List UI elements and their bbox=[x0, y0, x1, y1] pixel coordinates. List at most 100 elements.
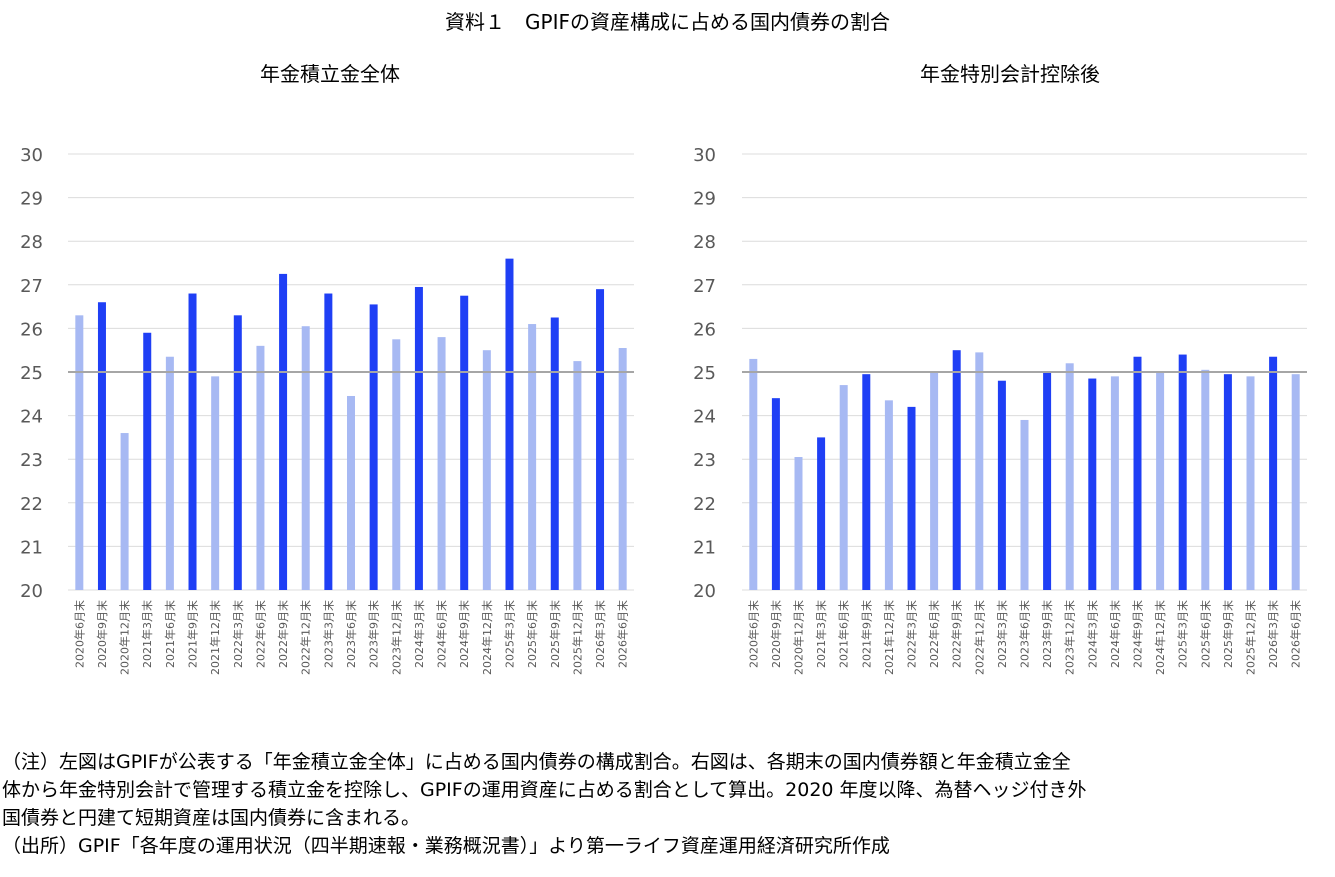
note-line: （注）左図はGPIFが公表する「年金積立金全体」に占める国内債券の構成割合。右図… bbox=[2, 751, 1071, 773]
bar bbox=[165, 356, 174, 590]
bar bbox=[930, 372, 939, 590]
bar bbox=[460, 295, 469, 590]
x-tick-label: 2020年9月末 bbox=[95, 600, 109, 668]
x-tick-label: 2024年3月末 bbox=[1085, 600, 1099, 668]
x-tick-label: 2021年9月末 bbox=[859, 600, 873, 668]
x-tick-label: 2022年3月末 bbox=[231, 600, 245, 668]
x-tick-label: 2024年12月末 bbox=[480, 600, 494, 675]
x-tick-label: 2023年9月末 bbox=[367, 600, 381, 668]
x-tick-label: 2023年12月末 bbox=[389, 600, 403, 675]
x-tick-label: 2020年9月末 bbox=[769, 600, 783, 668]
x-tick-label: 2022年6月末 bbox=[927, 600, 941, 668]
bar bbox=[97, 302, 106, 590]
bar bbox=[437, 337, 446, 590]
bar bbox=[1133, 356, 1142, 590]
x-tick-label: 2025年3月末 bbox=[502, 600, 516, 668]
bar bbox=[369, 304, 378, 590]
main-title: 資料１ GPIFの資産構成に占める国内債券の割合 bbox=[445, 10, 890, 34]
x-tick-label: 2024年3月末 bbox=[412, 600, 426, 668]
x-tick-label: 2020年12月末 bbox=[118, 600, 132, 675]
y-tick-label: 25 bbox=[693, 363, 716, 384]
bar bbox=[1178, 354, 1187, 590]
bar bbox=[1269, 356, 1278, 590]
x-tick-label: 2025年12月末 bbox=[1244, 600, 1258, 675]
y-tick-label: 21 bbox=[20, 537, 43, 558]
note-line: 国債券と円建て短期資産は国内債券に含まれる。 bbox=[2, 807, 421, 829]
x-tick-label: 2025年12月末 bbox=[570, 600, 584, 675]
bar bbox=[884, 400, 893, 590]
x-tick-label: 2022年6月末 bbox=[253, 600, 267, 668]
y-tick-label: 28 bbox=[20, 232, 43, 253]
x-tick-label: 2024年12月末 bbox=[1153, 600, 1167, 675]
bar bbox=[211, 376, 220, 590]
x-tick-label: 2021年9月末 bbox=[186, 600, 200, 668]
x-tick-label: 2024年9月末 bbox=[457, 600, 471, 668]
bar bbox=[997, 380, 1006, 590]
bar bbox=[1201, 369, 1210, 590]
x-tick-label: 2023年3月末 bbox=[995, 600, 1009, 668]
source-line: （出所）GPIF「各年度の運用状況（四半期速報・業務概況書）」より第一ライフ資産… bbox=[2, 835, 890, 857]
bar bbox=[301, 326, 310, 590]
bar bbox=[1020, 419, 1029, 590]
y-tick-label: 23 bbox=[693, 450, 716, 471]
x-tick-label: 2025年6月末 bbox=[1198, 600, 1212, 668]
x-tick-label: 2022年3月末 bbox=[905, 600, 919, 668]
y-tick-label: 29 bbox=[693, 189, 716, 210]
bar bbox=[573, 361, 582, 590]
x-tick-label: 2021年12月末 bbox=[882, 600, 896, 675]
note-line: 体から年金特別会計で管理する積立金を控除し、GPIFの運用資産に占める割合として… bbox=[2, 779, 1087, 801]
bar bbox=[1043, 372, 1052, 590]
x-tick-label: 2026年6月末 bbox=[1289, 600, 1303, 668]
bar bbox=[1223, 374, 1232, 590]
x-tick-label: 2020年6月末 bbox=[72, 600, 86, 668]
y-tick-label: 25 bbox=[20, 363, 43, 384]
y-tick-label: 21 bbox=[693, 537, 716, 558]
bar bbox=[862, 374, 871, 590]
x-tick-label: 2025年9月末 bbox=[1221, 600, 1235, 668]
x-tick-label: 2023年9月末 bbox=[1040, 600, 1054, 668]
y-tick-label: 26 bbox=[20, 319, 43, 340]
bar bbox=[749, 358, 758, 590]
y-tick-label: 23 bbox=[20, 450, 43, 471]
x-tick-label: 2023年6月末 bbox=[1018, 600, 1032, 668]
x-tick-label: 2023年12月末 bbox=[1063, 600, 1077, 675]
bar bbox=[528, 324, 537, 590]
bar bbox=[907, 406, 916, 590]
notes: （注）左図はGPIFが公表する「年金積立金全体」に占める国内債券の構成割合。右図… bbox=[2, 748, 1332, 860]
bar bbox=[952, 350, 961, 590]
bar bbox=[120, 433, 129, 590]
y-tick-label: 30 bbox=[693, 145, 716, 166]
y-tick-label: 29 bbox=[20, 189, 43, 210]
y-tick-label: 24 bbox=[20, 407, 43, 428]
x-tick-label: 2023年6月末 bbox=[344, 600, 358, 668]
x-tick-label: 2022年9月末 bbox=[950, 600, 964, 668]
bar-chart-left: 30 29 28 27 26 25 24 23 22 21 20 2020年6月末 2020年9月末 20… bbox=[20, 145, 634, 675]
x-tick-label: 2025年6月末 bbox=[525, 600, 539, 668]
bar bbox=[392, 339, 401, 590]
bar bbox=[1065, 363, 1074, 590]
bar bbox=[188, 293, 197, 590]
x-tick-label: 2021年3月末 bbox=[814, 600, 828, 668]
x-tick-label: 2024年6月末 bbox=[1108, 600, 1122, 668]
y-tick-label: 20 bbox=[693, 581, 716, 602]
bar bbox=[505, 258, 514, 590]
x-tick-label: 2021年12月末 bbox=[208, 600, 222, 675]
bar bbox=[279, 273, 288, 590]
x-tick-label: 2023年3月末 bbox=[321, 600, 335, 668]
bar bbox=[347, 395, 355, 590]
bar bbox=[817, 437, 826, 590]
x-tick-label: 2020年6月末 bbox=[746, 600, 760, 668]
y-tick-label: 27 bbox=[693, 276, 716, 297]
y-tick-label: 20 bbox=[20, 581, 43, 602]
x-tick-label: 2024年6月末 bbox=[435, 600, 449, 668]
y-tick-label: 22 bbox=[693, 494, 716, 515]
bar bbox=[596, 289, 605, 590]
x-tick-label: 2021年6月末 bbox=[837, 600, 851, 668]
y-tick-label: 27 bbox=[20, 276, 43, 297]
bar bbox=[975, 352, 984, 590]
x-tick-label: 2025年9月末 bbox=[548, 600, 562, 668]
bar-chart-right: 30 29 28 27 26 25 24 23 22 21 20 2020年6月末 2020年9月末 20… bbox=[693, 145, 1307, 675]
bar bbox=[482, 350, 491, 590]
bar bbox=[1088, 378, 1097, 590]
bar bbox=[143, 332, 152, 590]
